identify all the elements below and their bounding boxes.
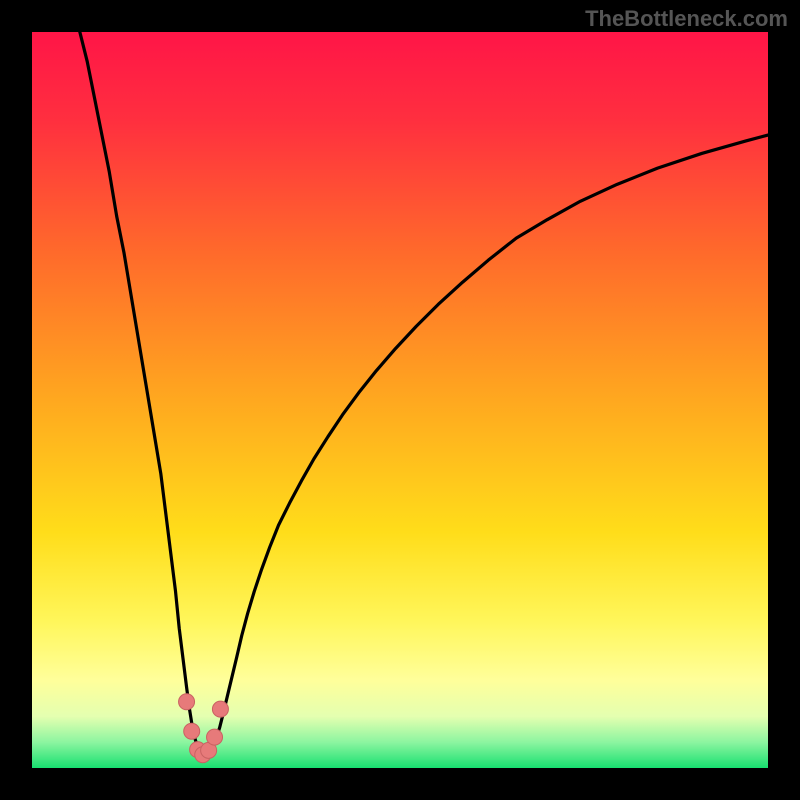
plot-background [32,32,768,768]
marker-dot [184,723,200,739]
marker-dot [212,701,228,717]
marker-dot [179,694,195,710]
marker-dot [207,729,223,745]
bottleneck-chart [0,0,800,800]
chart-frame: TheBottleneck.com [0,0,800,800]
